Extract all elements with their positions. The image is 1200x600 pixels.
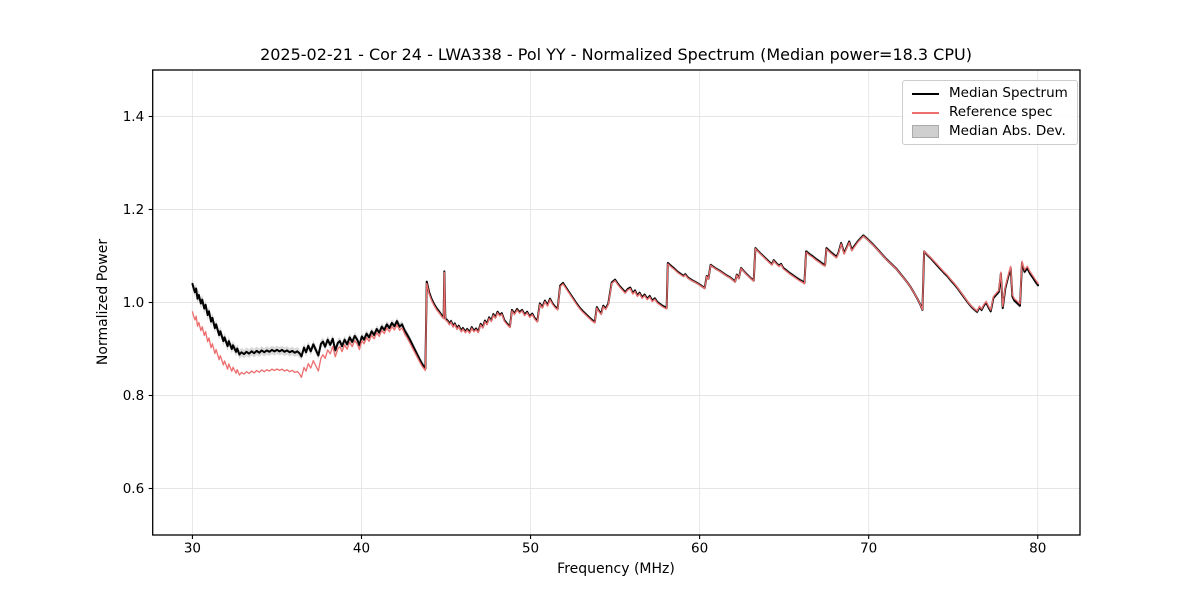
x-tick-label: 60: [691, 541, 708, 557]
y-axis-label: Normalized Power: [95, 239, 111, 365]
x-tick-label: 30: [184, 541, 201, 557]
series-layer: [191, 233, 1040, 379]
median-spectrum-line-sample: [912, 92, 939, 95]
legend-item-median-spectrum: Median Spectrum: [903, 85, 1077, 103]
y-tick-label: 1.0: [123, 295, 144, 311]
y-tick-label: 0.6: [123, 481, 144, 497]
y-tick-label: 0.8: [123, 388, 144, 404]
median-spectrum-line: [191, 234, 1040, 370]
legend-label-median-spectrum: Median Spectrum: [949, 84, 1068, 101]
reference-spec-line: [191, 235, 1039, 379]
axes-ticks: 30 40 50 60 70 80 0.6 0.8 1.0 1.2 1.4: [123, 109, 1047, 556]
gridlines: [152, 70, 1080, 535]
reference-spec-line-sample: [912, 111, 939, 114]
x-tick-label: 80: [1029, 541, 1046, 557]
y-tick-label: 1.2: [123, 202, 144, 218]
median-abs-dev-patch-sample: [912, 125, 939, 138]
x-tick-label: 70: [860, 541, 877, 557]
x-axis-label: Frequency (MHz): [557, 561, 675, 577]
legend-label-reference-spec: Reference spec: [949, 103, 1053, 120]
legend-item-reference-spec: Reference spec: [903, 104, 1077, 122]
x-tick-label: 50: [522, 541, 539, 557]
legend: Median Spectrum Reference spec Median Ab…: [902, 80, 1078, 145]
x-tick-label: 40: [353, 541, 370, 557]
chart-title: 2025-02-21 - Cor 24 - LWA338 - Pol YY - …: [260, 45, 972, 64]
legend-item-median-abs-dev: Median Abs. Dev.: [903, 123, 1077, 141]
legend-label-median-abs-dev: Median Abs. Dev.: [949, 122, 1066, 139]
y-tick-label: 1.4: [123, 109, 144, 125]
